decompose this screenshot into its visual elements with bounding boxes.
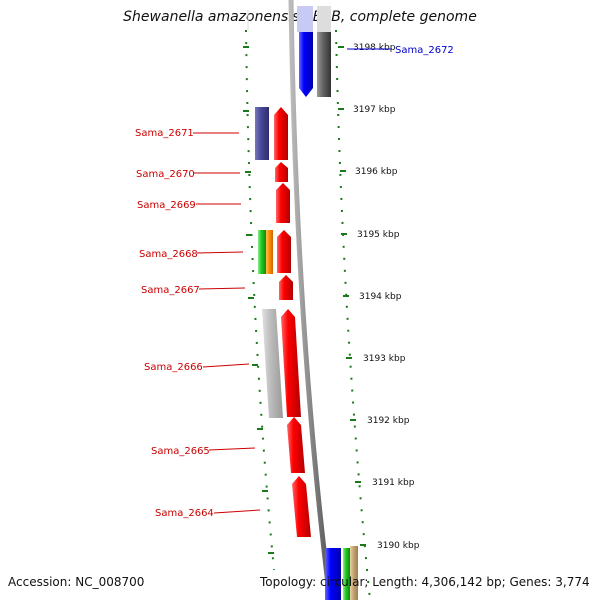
- gene-label-sama-2668[interactable]: Sama_2668: [139, 249, 244, 260]
- gene-label-text[interactable]: Sama_2670: [136, 169, 195, 180]
- tick-label: 3194 kbp: [359, 292, 402, 302]
- gene-label-text[interactable]: Sama_2671: [135, 128, 194, 139]
- gene-feature-top-light: [297, 6, 313, 32]
- inner-ticks: [243, 46, 274, 554]
- tick-label: 3196 kbp: [355, 167, 398, 177]
- tick-label: 3197 kbp: [353, 105, 396, 115]
- tick-label: 3191 kbp: [372, 478, 415, 488]
- gene-feature-top-gray: [317, 32, 331, 97]
- gene-label-sama-2672[interactable]: Sama_2672: [347, 45, 454, 56]
- tick-5: 3194 kbp: [343, 292, 402, 302]
- gene-feature-sama-2671-cog: [255, 107, 269, 160]
- gene-label-text[interactable]: Sama_2672: [395, 45, 454, 56]
- tick-3: 3196 kbp: [340, 167, 398, 177]
- backbone-axis: [288, 0, 333, 600]
- tick-1: 3198 kbp: [338, 43, 396, 53]
- gene-label-sama-2671[interactable]: Sama_2671: [135, 128, 239, 139]
- gene-feature-sama-2672[interactable]: [299, 32, 313, 97]
- gene-feature-sama-2668[interactable]: [277, 230, 291, 273]
- tick-label: 3192 kbp: [367, 416, 410, 426]
- gene-label-text[interactable]: Sama_2667: [141, 285, 200, 296]
- tick-label: 3195 kbp: [357, 230, 400, 240]
- gene-feature-sama-2668-orange: [266, 230, 273, 274]
- gene-feature-sama-2671[interactable]: [274, 107, 288, 160]
- gene-feature-sama-2666-cog: [262, 309, 283, 418]
- tick-label: 3193 kbp: [363, 354, 406, 364]
- topology-text: Topology: circular; Length: 4,306,142 bp…: [260, 575, 590, 589]
- tick-7: 3192 kbp: [350, 416, 410, 426]
- tick-2: 3197 kbp: [338, 105, 396, 115]
- gene-label-text[interactable]: Sama_2665: [151, 446, 210, 457]
- gene-label-sama-2670[interactable]: Sama_2670: [136, 169, 240, 180]
- gene-feature-sama-2664[interactable]: [292, 476, 311, 537]
- gene-feature-sama-2666[interactable]: [281, 309, 301, 417]
- gene-feature-sama-2667[interactable]: [279, 275, 293, 300]
- gene-feature-sama-2665[interactable]: [287, 417, 305, 473]
- tick-8: 3191 kbp: [355, 478, 415, 488]
- gene-label-text[interactable]: Sama_2668: [139, 249, 198, 260]
- gene-feature-sama-2670[interactable]: [275, 162, 288, 182]
- tick-4: 3195 kbp: [341, 230, 400, 240]
- gene-label-text[interactable]: Sama_2669: [137, 200, 196, 211]
- gene-feature-sama-2668-green: [258, 230, 266, 274]
- tick-label: 3190 kbp: [377, 541, 420, 551]
- gene-feature-bottom-tan: [350, 546, 358, 600]
- gene-feature-top-light2: [317, 6, 331, 32]
- gene-label-text[interactable]: Sama_2664: [155, 508, 214, 519]
- tick-label: 3198 kbp: [353, 43, 396, 53]
- tick-6: 3193 kbp: [346, 354, 406, 364]
- gene-label-sama-2669[interactable]: Sama_2669: [137, 200, 241, 211]
- gene-feature-bottom-blue: [325, 548, 341, 600]
- gene-label-sama-2664[interactable]: Sama_2664: [155, 508, 261, 519]
- gene-label-sama-2667[interactable]: Sama_2667: [141, 285, 246, 296]
- gene-feature-bottom-green: [343, 548, 350, 600]
- gene-label-sama-2665[interactable]: Sama_2665: [151, 446, 256, 457]
- outer-tick-track: [335, 29, 371, 600]
- tick-9: 3190 kbp: [360, 541, 420, 551]
- gene-feature-sama-2669[interactable]: [276, 183, 290, 223]
- gene-label-sama-2666[interactable]: Sama_2666: [144, 362, 250, 373]
- gene-label-text[interactable]: Sama_2666: [144, 362, 203, 373]
- accession-text: Accession: NC_008700: [8, 575, 145, 589]
